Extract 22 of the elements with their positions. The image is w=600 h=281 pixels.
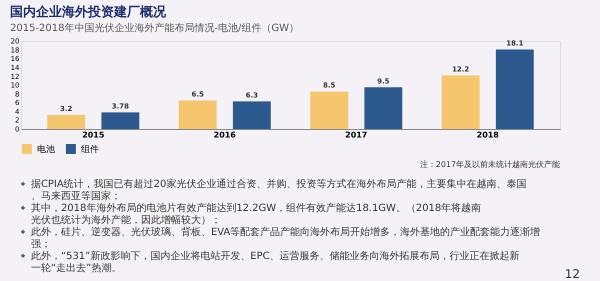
bar [178,100,217,130]
bar [310,92,348,130]
text: 12 [564,266,580,281]
bar [364,87,402,130]
chart-title: 国内企业海外投资建厂概况 [10,5,168,20]
text: 此外，“531”新政影响下，国内企业将电站开发、EPC、运营服务、储能业务向海外拓展布局，行业正在掀起新一轮“走出去”热潮。 [30,250,520,274]
legend-label: 组件 [80,144,99,155]
bar [47,114,86,130]
bar [496,50,534,130]
chart-subtitle: 2015-2018年中国光伏企业海外产能布局情况-电池/组件（GW） [10,22,299,34]
x-tick-label: 2018 [476,130,500,140]
text: 其中，2018年海外布局的电池片有效产能达到12.2GW，组件有效产能达18.1GW。（2018年将越南光伏也统计为海外产能，因此增幅较大）； [30,202,482,226]
legend-label: 电池 [36,144,55,155]
x-tick-label: 2015 [82,130,104,140]
bar [101,112,140,130]
bar [442,75,480,130]
bar [232,101,271,130]
x-tick-label: 2017 [345,130,368,140]
x-tick-label: 2016 [214,130,236,140]
text: 注：2017年及以前未统计越南光伏产能 [420,160,560,169]
text: 此外，硅片、逆变器、光伏玻璃、背板、EVA等配套产品产能向海外布局开始增多，海外基地的产业配套能力逐渐增强； [30,226,540,250]
text: 据CPIA统计，我国已有超过20家光伏企业通过合资、并购、投资等方式在海外布局产能，主要集中在越南、泰国、马来西亚等国家； [30,178,526,202]
